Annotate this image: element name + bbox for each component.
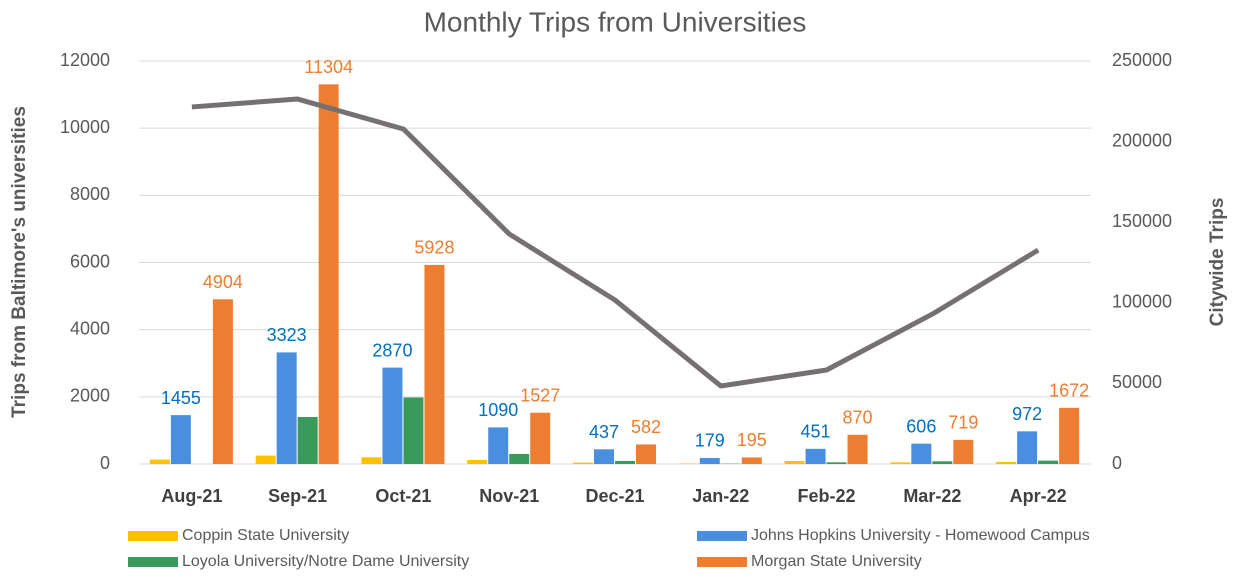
x-tick-label: Aug-21 — [161, 486, 222, 506]
bar — [806, 449, 826, 464]
x-tick-label: Apr-22 — [1010, 486, 1067, 506]
bar — [256, 456, 276, 464]
data-label: 870 — [843, 408, 873, 428]
legend-swatch — [128, 531, 178, 541]
data-label: 179 — [695, 431, 725, 451]
bar — [361, 457, 381, 464]
bar — [827, 462, 847, 464]
y2-tick-label: 50000 — [1112, 372, 1162, 392]
data-label: 1090 — [478, 400, 518, 420]
legend-swatch — [697, 531, 747, 541]
x-tick-label: Dec-21 — [585, 486, 644, 506]
bar — [679, 463, 699, 464]
bar — [615, 461, 635, 464]
legend-swatch — [697, 557, 747, 567]
data-label: 195 — [737, 430, 767, 450]
y-tick-label: 6000 — [70, 251, 110, 271]
data-label: 11304 — [304, 57, 353, 77]
bar — [298, 417, 318, 464]
bar — [1038, 461, 1058, 464]
y-tick-label: 12000 — [60, 50, 110, 70]
data-label: 1672 — [1049, 381, 1089, 401]
bar — [700, 458, 720, 464]
data-label: 1527 — [520, 385, 560, 405]
bar — [509, 454, 529, 464]
bar — [636, 444, 656, 464]
y-tick-label: 8000 — [70, 184, 110, 204]
legend-label: Coppin State University — [182, 527, 349, 544]
data-label: 606 — [906, 416, 936, 436]
bar — [742, 457, 762, 464]
y2-axis-label: Citywide Trips — [1207, 198, 1228, 327]
chart-title: Monthly Trips from Universities — [424, 6, 807, 37]
bar — [848, 435, 868, 464]
bar — [382, 368, 402, 464]
data-label: 5928 — [414, 238, 454, 258]
bar — [785, 461, 805, 464]
legend-label: Loyola University/Notre Dame University — [182, 553, 469, 570]
bar — [911, 444, 931, 464]
data-label: 4904 — [203, 272, 243, 292]
bar — [953, 440, 973, 464]
x-tick-label: Oct-21 — [375, 486, 431, 506]
data-label: 582 — [631, 417, 661, 437]
y-axis-label: Trips from Baltimore's universities — [9, 106, 30, 418]
bar — [213, 299, 233, 464]
bar — [150, 460, 170, 464]
x-tick-label: Sep-21 — [268, 486, 327, 506]
bar — [277, 352, 297, 464]
legend-label: Johns Hopkins University - Homewood Camp… — [751, 527, 1090, 544]
bar — [1017, 431, 1037, 464]
bar — [1059, 408, 1079, 464]
bar — [573, 463, 593, 464]
y2-tick-label: 150000 — [1112, 211, 1172, 231]
data-label: 3323 — [267, 325, 307, 345]
data-label: 437 — [589, 422, 619, 442]
y-tick-label: 10000 — [60, 117, 110, 137]
y2-tick-label: 250000 — [1112, 50, 1172, 70]
x-tick-label: Jan-22 — [692, 486, 749, 506]
bar — [424, 265, 444, 464]
bar — [890, 462, 910, 464]
x-tick-label: Feb-22 — [798, 486, 856, 506]
y-tick-label: 4000 — [70, 318, 110, 338]
data-label: 972 — [1012, 404, 1042, 424]
bar — [403, 398, 423, 464]
y-tick-label: 0 — [100, 453, 110, 473]
y-tick-label: 2000 — [70, 386, 110, 406]
y2-tick-label: 200000 — [1112, 130, 1172, 150]
legend-swatch — [128, 557, 178, 567]
y2-tick-label: 100000 — [1112, 292, 1172, 312]
y2-tick-label: 0 — [1112, 453, 1122, 473]
bar — [996, 462, 1016, 464]
bar — [530, 413, 550, 464]
data-label: 451 — [801, 422, 831, 442]
data-label: 2870 — [372, 340, 412, 360]
bar — [467, 460, 487, 464]
bar — [594, 449, 614, 464]
bar — [319, 84, 339, 464]
bar — [488, 427, 508, 464]
data-label: 1455 — [161, 388, 201, 408]
legend-label: Morgan State University — [751, 553, 922, 570]
x-tick-label: Mar-22 — [903, 486, 961, 506]
data-label: 719 — [948, 413, 978, 433]
bar — [932, 461, 952, 464]
bar — [171, 415, 191, 464]
x-tick-label: Nov-21 — [479, 486, 539, 506]
